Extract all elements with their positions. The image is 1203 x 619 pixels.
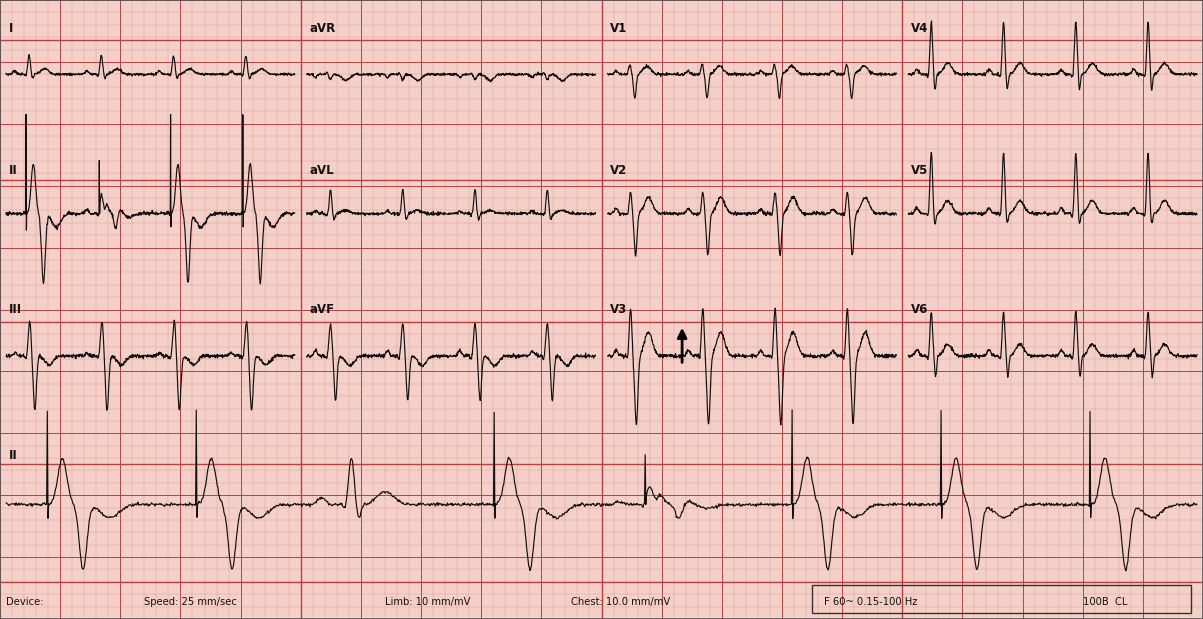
Text: F 60~ 0.15-100 Hz: F 60~ 0.15-100 Hz <box>824 597 918 607</box>
Text: V1: V1 <box>610 22 627 35</box>
Text: V5: V5 <box>911 164 928 177</box>
Text: aVF: aVF <box>309 303 334 316</box>
Text: III: III <box>8 303 22 316</box>
Text: II: II <box>8 164 17 177</box>
Text: V3: V3 <box>610 303 627 316</box>
Text: V6: V6 <box>911 303 928 316</box>
Text: aVL: aVL <box>309 164 333 177</box>
Text: II: II <box>8 449 17 462</box>
Text: aVR: aVR <box>309 22 336 35</box>
Text: 100B  CL: 100B CL <box>1083 597 1127 607</box>
Text: Chest: 10.0 mm/mV: Chest: 10.0 mm/mV <box>571 597 671 607</box>
Text: I: I <box>8 22 13 35</box>
Bar <box>812 585 1191 613</box>
Text: Limb: 10 mm/mV: Limb: 10 mm/mV <box>385 597 470 607</box>
Text: V4: V4 <box>911 22 928 35</box>
Text: V2: V2 <box>610 164 627 177</box>
Text: Device:: Device: <box>6 597 43 607</box>
Text: Speed: 25 mm/sec: Speed: 25 mm/sec <box>144 597 237 607</box>
